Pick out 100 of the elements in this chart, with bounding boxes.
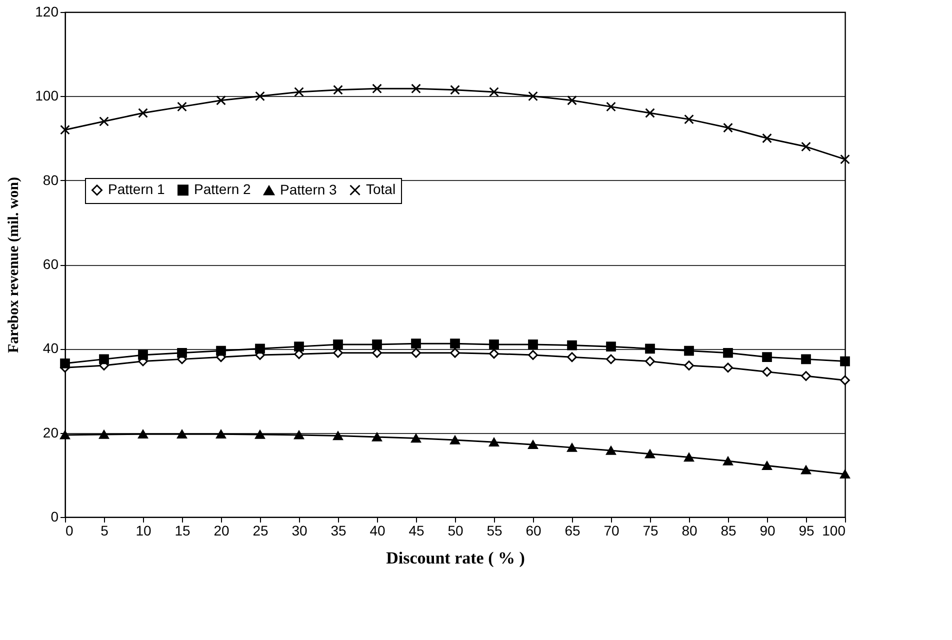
point (99, 116, 109, 126)
y-tick-label: 0 (50, 508, 59, 524)
point (684, 114, 694, 124)
point (411, 338, 421, 349)
point (840, 154, 850, 164)
point (255, 430, 265, 439)
point (801, 354, 811, 364)
point (840, 356, 850, 366)
x-tick-label: 90 (760, 522, 776, 538)
legend-label: Total (366, 181, 396, 198)
x-tick-label: 85 (720, 522, 736, 538)
x-tick-label: 35 (330, 522, 346, 538)
point (372, 340, 382, 350)
x-tick-label: 5 (100, 522, 109, 538)
point (489, 438, 499, 446)
point (333, 340, 343, 350)
point (723, 362, 733, 373)
y-tick-label: 60 (42, 256, 59, 272)
y-tick-label: 40 (42, 340, 59, 356)
point (294, 430, 304, 440)
point (450, 348, 460, 358)
point (255, 344, 265, 354)
x-tick-label: 30 (292, 522, 308, 538)
point (762, 133, 772, 144)
point (216, 346, 226, 356)
point (255, 91, 265, 102)
point (606, 354, 616, 364)
point (645, 108, 655, 118)
point (840, 375, 850, 386)
point (723, 348, 733, 358)
y-tick-label: 120 (35, 4, 59, 20)
point (762, 366, 772, 377)
point (60, 124, 70, 135)
point (567, 95, 577, 106)
legend-label: Pattern 2 (194, 181, 252, 198)
point (489, 348, 499, 359)
point (216, 95, 226, 106)
point (528, 350, 538, 360)
y-axis-title: Farebox revenue (mil. won) (6, 176, 22, 354)
x-tick-label: 40 (370, 522, 386, 538)
point (762, 461, 772, 470)
point (645, 450, 655, 458)
x-tick-label: 70 (604, 522, 620, 538)
y-tick-label: 80 (42, 172, 59, 188)
point (528, 440, 538, 449)
point (138, 350, 148, 360)
point (489, 340, 499, 350)
point (567, 352, 577, 362)
point (450, 84, 460, 95)
point (606, 446, 616, 455)
point (372, 432, 382, 442)
point (801, 371, 811, 381)
point (684, 452, 694, 462)
point (60, 358, 70, 368)
x-tick-label: 25 (252, 522, 268, 538)
point (528, 340, 538, 350)
point (684, 346, 694, 356)
point (762, 352, 772, 362)
point (450, 338, 460, 349)
point (723, 122, 733, 133)
point (684, 360, 694, 370)
point (567, 443, 577, 452)
x-tick-label: 65 (564, 522, 580, 538)
x-tick-label: 10 (136, 522, 152, 538)
point (333, 84, 343, 95)
point (138, 430, 148, 438)
point (489, 87, 499, 97)
point (333, 348, 343, 358)
x-tick-label: 50 (448, 522, 464, 538)
point (840, 470, 850, 478)
x-tick-label: 100 (822, 522, 846, 538)
point (294, 342, 304, 352)
x-tick-label: 55 (486, 522, 502, 538)
x-tick-label: 60 (526, 522, 542, 538)
point (645, 356, 655, 366)
legend-label: Pattern 3 (280, 181, 338, 198)
point (177, 348, 187, 358)
x-tick-label: 15 (174, 522, 190, 538)
x-tick-label: 80 (682, 522, 698, 538)
point (411, 84, 421, 94)
point (294, 87, 304, 97)
legend-label: Pattern 1 (108, 181, 166, 198)
x-axis-title: Discount rate ( % ) (386, 548, 525, 568)
point (333, 431, 343, 440)
y-tick-label: 20 (42, 424, 59, 440)
point (450, 436, 460, 444)
x-tick-label: 45 (408, 522, 424, 538)
point (606, 342, 616, 352)
point (177, 430, 187, 438)
point (372, 84, 382, 94)
point (177, 102, 187, 112)
point (528, 91, 538, 102)
point (645, 344, 655, 354)
x-tick-label: 75 (642, 522, 658, 538)
point (411, 434, 421, 443)
x-tick-label: 95 (798, 522, 814, 538)
y-tick-label: 100 (35, 88, 59, 104)
x-tick-label: 20 (214, 522, 230, 538)
point (99, 354, 109, 364)
point (567, 340, 577, 350)
